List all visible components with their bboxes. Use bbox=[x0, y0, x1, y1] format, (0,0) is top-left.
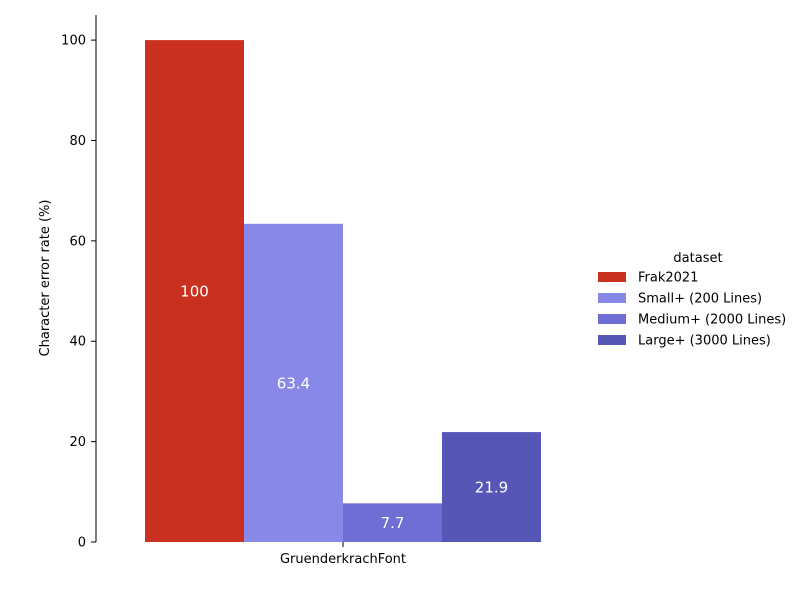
bars: 100 63.4 7.7 21.9 bbox=[145, 40, 541, 543]
y-tick-label: 60 bbox=[69, 234, 86, 249]
bar-0 bbox=[145, 40, 244, 542]
bar-value-label: 7.7 bbox=[381, 514, 405, 532]
legend: dataset Frak2021 Small+ (200 Lines) Medium… bbox=[598, 251, 786, 349]
bar-value-label: 100 bbox=[180, 283, 209, 301]
legend-entry-label: Large+ (3000 Lines) bbox=[638, 334, 771, 349]
legend-title: dataset bbox=[673, 251, 722, 266]
legend-swatch bbox=[598, 335, 626, 345]
y-tick-label: 80 bbox=[69, 134, 86, 149]
bar-value-label: 63.4 bbox=[277, 374, 310, 392]
bar-1 bbox=[244, 223, 343, 543]
bar-3 bbox=[442, 432, 541, 542]
x-axis: GruenderkrachFont bbox=[280, 542, 406, 567]
bar-value-label: 21.9 bbox=[475, 479, 508, 497]
y-axis: 0 20 40 60 80 100 bbox=[61, 15, 97, 551]
y-tick-label: 20 bbox=[69, 435, 86, 450]
x-tick-label: GruenderkrachFont bbox=[280, 552, 406, 567]
legend-entry-label: Small+ (200 Lines) bbox=[638, 292, 762, 307]
y-axis-title: Character error rate (%) bbox=[38, 200, 53, 357]
legend-swatch bbox=[598, 272, 626, 282]
legend-entry-label: Medium+ (2000 Lines) bbox=[638, 313, 786, 328]
y-tick-label: 40 bbox=[69, 335, 86, 350]
y-tick-label: 0 bbox=[78, 536, 86, 551]
legend-swatch bbox=[598, 314, 626, 324]
y-tick-label: 100 bbox=[61, 34, 86, 49]
bar-2 bbox=[343, 503, 442, 542]
legend-entry-label: Frak2021 bbox=[638, 271, 698, 286]
legend-swatch bbox=[598, 293, 626, 303]
